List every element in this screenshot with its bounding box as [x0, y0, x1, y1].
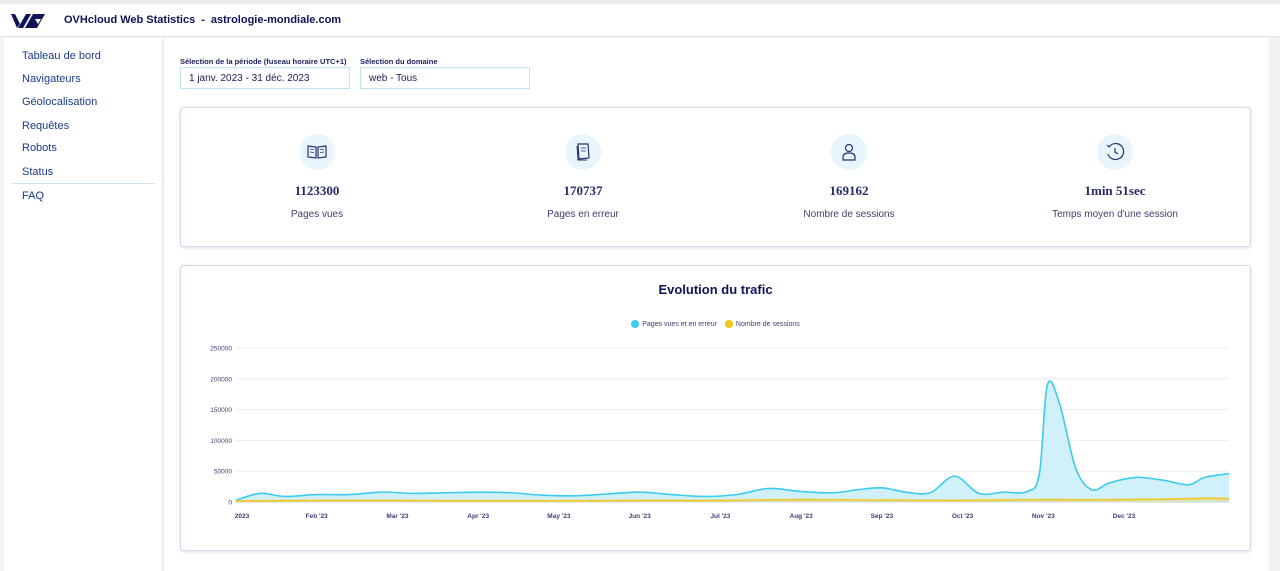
sidebar: Tableau de bord Navigateurs Géolocalisat…	[4, 38, 163, 571]
y-tick-label: 50000	[214, 469, 232, 476]
stat-avg-session: 1min 51sec Temps moyen d'une session	[995, 134, 1235, 220]
x-tick-label: Dec '23	[1113, 513, 1136, 520]
domain-select[interactable]: web - Tous	[360, 67, 530, 89]
period-label: Sélection de la période (fuseau horaire …	[180, 57, 347, 66]
series-area-pages	[236, 381, 1229, 502]
x-tick-label: 2023	[235, 513, 250, 520]
sidebar-item-browsers[interactable]: Navigateurs	[22, 73, 81, 85]
main-content: Sélection de la période (fuseau horaire …	[164, 38, 1269, 571]
book-icon	[306, 144, 328, 160]
app-title: OVHcloud Web Statistics - astrologie-mondi…	[64, 14, 341, 26]
stat-pages-errors: 170737 Pages en erreur	[463, 134, 703, 220]
ovhcloud-logo-icon[interactable]	[11, 12, 45, 30]
stat-value: 1min 51sec	[995, 183, 1235, 199]
y-tick-label: 150000	[210, 407, 232, 414]
domain-name: astrologie-mondiale.com	[211, 14, 341, 26]
x-tick-label: Nov '23	[1032, 513, 1055, 520]
broken-page-icon	[574, 142, 592, 162]
y-tick-label: 0	[228, 500, 232, 507]
traffic-chart: 0 50000 100000 150000 200000 250000 2023 Feb '2…	[181, 266, 1250, 550]
y-tick-label: 200000	[210, 376, 232, 383]
clock-icon	[1105, 142, 1125, 162]
stat-value: 1123300	[197, 183, 437, 199]
stat-pages-views: 1123300 Pages vues	[197, 134, 437, 220]
stats-card: 1123300 Pages vues 170737 Pages en erreu…	[180, 107, 1251, 247]
title-separator: -	[201, 14, 205, 26]
stat-value: 170737	[463, 183, 703, 199]
x-tick-label: Feb '23	[306, 513, 329, 520]
x-tick-label: Apr '23	[467, 513, 489, 520]
stat-label: Pages en erreur	[463, 209, 703, 220]
sidebar-item-dashboard[interactable]: Tableau de bord	[22, 50, 101, 62]
stat-sessions: 169162 Nombre de sessions	[729, 134, 969, 220]
sidebar-item-status[interactable]: Status	[22, 166, 53, 178]
sidebar-divider	[12, 183, 155, 184]
domain-label: Sélection du domaine	[360, 57, 438, 66]
sidebar-item-faq[interactable]: FAQ	[22, 190, 44, 202]
sidebar-item-requests[interactable]: Requêtes	[22, 120, 69, 132]
traffic-chart-card: Evolution du trafic Pages vues et en err…	[180, 265, 1251, 551]
x-tick-label: Aug '23	[790, 513, 814, 520]
x-tick-label: Sep '23	[871, 513, 894, 520]
stat-value: 169162	[729, 183, 969, 199]
y-tick-label: 250000	[210, 346, 232, 353]
stat-label: Temps moyen d'une session	[995, 209, 1235, 220]
period-select[interactable]: 1 janv. 2023 - 31 déc. 2023	[180, 67, 350, 89]
sidebar-item-robots[interactable]: Robots	[22, 142, 57, 154]
stat-label: Nombre de sessions	[729, 209, 969, 220]
x-tick-label: May '23	[547, 513, 571, 520]
y-tick-label: 100000	[210, 438, 232, 445]
page-scrollbar-track[interactable]	[1270, 38, 1280, 571]
user-icon	[841, 142, 857, 162]
stat-label: Pages vues	[197, 209, 437, 220]
app-name: OVHcloud Web Statistics	[64, 14, 195, 26]
x-tick-label: Jul '23	[710, 513, 730, 520]
x-tick-label: Mar '23	[386, 513, 409, 520]
x-tick-label: Oct '23	[952, 513, 974, 520]
sidebar-item-geolocation[interactable]: Géolocalisation	[22, 96, 97, 108]
app-header: OVHcloud Web Statistics - astrologie-mondi…	[0, 4, 1280, 37]
x-tick-label: Jun '23	[629, 513, 652, 520]
